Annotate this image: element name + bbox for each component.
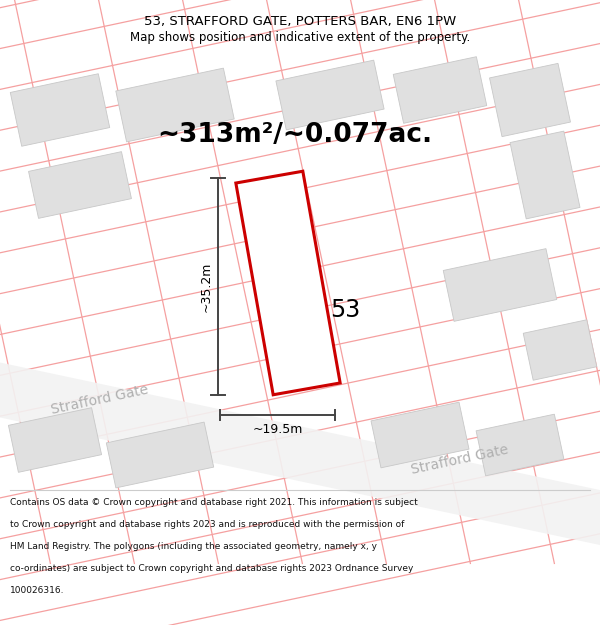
Text: 53, STRAFFORD GATE, POTTERS BAR, EN6 1PW: 53, STRAFFORD GATE, POTTERS BAR, EN6 1PW (144, 15, 456, 28)
Text: 100026316.: 100026316. (10, 586, 65, 595)
Polygon shape (29, 152, 131, 218)
Polygon shape (106, 422, 214, 488)
Polygon shape (116, 68, 234, 142)
Polygon shape (490, 63, 571, 137)
Text: Strafford Gate: Strafford Gate (50, 383, 150, 417)
Polygon shape (236, 171, 340, 395)
Polygon shape (0, 352, 600, 556)
Polygon shape (510, 131, 580, 219)
Polygon shape (8, 408, 101, 472)
Polygon shape (476, 414, 564, 476)
Text: ~19.5m: ~19.5m (253, 423, 302, 436)
Polygon shape (523, 320, 597, 380)
Polygon shape (10, 74, 110, 146)
Text: HM Land Registry. The polygons (including the associated geometry, namely x, y: HM Land Registry. The polygons (includin… (10, 542, 377, 551)
Text: 53: 53 (330, 298, 360, 322)
Polygon shape (393, 57, 487, 123)
Polygon shape (371, 402, 469, 468)
Text: Contains OS data © Crown copyright and database right 2021. This information is : Contains OS data © Crown copyright and d… (10, 498, 418, 507)
Text: ~35.2m: ~35.2m (200, 261, 213, 312)
Text: co-ordinates) are subject to Crown copyright and database rights 2023 Ordnance S: co-ordinates) are subject to Crown copyr… (10, 564, 413, 573)
Text: Strafford Gate: Strafford Gate (410, 443, 510, 477)
Polygon shape (276, 60, 384, 130)
Text: ~313m²/~0.077ac.: ~313m²/~0.077ac. (157, 122, 433, 148)
Polygon shape (443, 249, 557, 321)
Text: to Crown copyright and database rights 2023 and is reproduced with the permissio: to Crown copyright and database rights 2… (10, 520, 404, 529)
Text: Map shows position and indicative extent of the property.: Map shows position and indicative extent… (130, 31, 470, 44)
